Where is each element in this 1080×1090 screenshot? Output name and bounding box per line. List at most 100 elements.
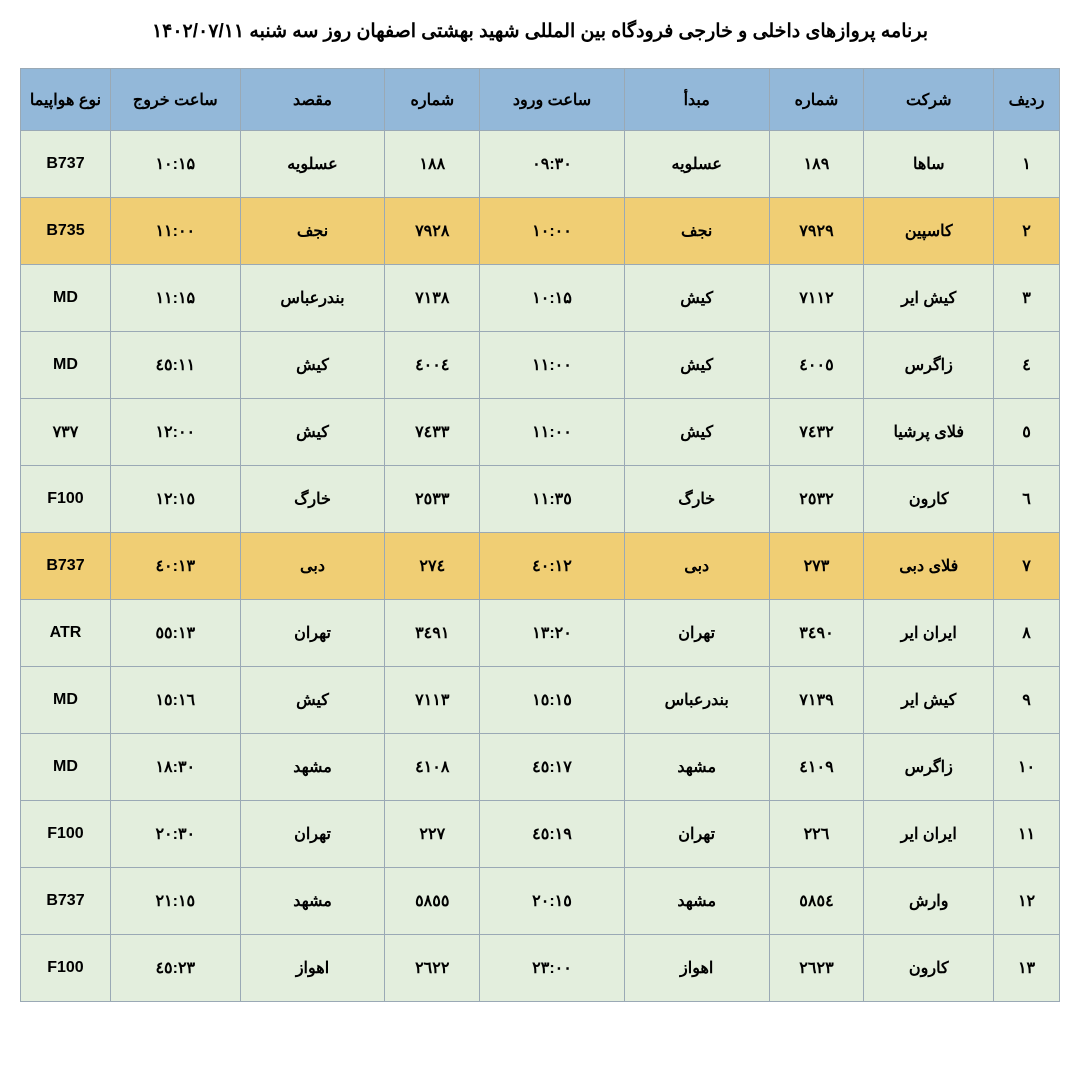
table-row: ۱ساها۱۸۹عسلویه۰۹:۳۰۱۸۸عسلویه۱۰:۱۵B737 xyxy=(21,131,1060,198)
cell-airline: زاگرس xyxy=(864,734,994,801)
cell-num_in: ۷۱۳۹ xyxy=(769,667,864,734)
cell-radif: ۱۰ xyxy=(994,734,1060,801)
cell-airline: کارون xyxy=(864,466,994,533)
cell-time_in: ۱۳:۲۰ xyxy=(480,600,625,667)
cell-origin: عسلویه xyxy=(624,131,769,198)
cell-aircraft: MD xyxy=(21,265,111,332)
cell-radif: ٦ xyxy=(994,466,1060,533)
cell-time_out: ۱۳:٤۰ xyxy=(110,533,240,600)
cell-num_in: ۲٥۳۲ xyxy=(769,466,864,533)
cell-origin: تهران xyxy=(624,801,769,868)
cell-radif: ۳ xyxy=(994,265,1060,332)
table-header-row: ردیف شرکت شماره مبدأ ساعت ورود شماره مقص… xyxy=(21,69,1060,131)
cell-time_in: ۱۱:۰۰ xyxy=(480,399,625,466)
cell-time_in: ۱۷:٤٥ xyxy=(480,734,625,801)
cell-origin: اهواز xyxy=(624,935,769,1002)
cell-airline: کاسپین xyxy=(864,198,994,265)
cell-time_out: ۱۰:۱۵ xyxy=(110,131,240,198)
cell-dest: بندرعباس xyxy=(240,265,385,332)
cell-time_out: ۲۳:٤٥ xyxy=(110,935,240,1002)
cell-dest: خارگ xyxy=(240,466,385,533)
cell-num_out: ٥۸٥٥ xyxy=(385,868,480,935)
cell-dest: اهواز xyxy=(240,935,385,1002)
cell-radif: ٥ xyxy=(994,399,1060,466)
cell-num_in: ٥۸٥٤ xyxy=(769,868,864,935)
cell-num_out: ۲٥۳۳ xyxy=(385,466,480,533)
cell-airline: فلای دبی xyxy=(864,533,994,600)
cell-airline: کیش ایر xyxy=(864,265,994,332)
cell-aircraft: B737 xyxy=(21,533,111,600)
table-row: ۱۰زاگرس٤۱۰۹مشهد۱۷:٤٥٤۱۰۸مشهد۱۸:۳۰MD xyxy=(21,734,1060,801)
cell-num_in: ۳٤۹۰ xyxy=(769,600,864,667)
table-row: ۱۲وارش٥۸٥٤مشهد۲۰:۱٥٥۸٥٥مشهد۲۱:۱٥B737 xyxy=(21,868,1060,935)
cell-dest: مشهد xyxy=(240,868,385,935)
cell-radif: ۱۱ xyxy=(994,801,1060,868)
header-num-out: شماره xyxy=(385,69,480,131)
cell-airline: کارون xyxy=(864,935,994,1002)
cell-time_out: ۱۱:٤٥ xyxy=(110,332,240,399)
cell-origin: کیش xyxy=(624,332,769,399)
cell-radif: ۹ xyxy=(994,667,1060,734)
cell-aircraft: ATR xyxy=(21,600,111,667)
cell-time_in: ۱٥:۱٥ xyxy=(480,667,625,734)
cell-time_out: ۱۲:۱٥ xyxy=(110,466,240,533)
cell-airline: زاگرس xyxy=(864,332,994,399)
header-time-out: ساعت خروج xyxy=(110,69,240,131)
table-row: ٥فلای پرشیا۷٤۳۲کیش۱۱:۰۰۷٤۳۳کیش۱۲:۰۰۷۳۷ xyxy=(21,399,1060,466)
table-row: ۱۳کارون۲٦۲۳اهواز۲۳:۰۰۲٦۲۲اهواز۲۳:٤٥F100 xyxy=(21,935,1060,1002)
cell-aircraft: F100 xyxy=(21,466,111,533)
cell-dest: مشهد xyxy=(240,734,385,801)
cell-num_in: ۲۷۳ xyxy=(769,533,864,600)
cell-dest: تهران xyxy=(240,801,385,868)
cell-num_in: ۲٦۲۳ xyxy=(769,935,864,1002)
header-time-in: ساعت ورود xyxy=(480,69,625,131)
cell-aircraft: MD xyxy=(21,332,111,399)
cell-time_in: ۲۳:۰۰ xyxy=(480,935,625,1002)
cell-num_out: ۳٤۹۱ xyxy=(385,600,480,667)
cell-dest: دبی xyxy=(240,533,385,600)
cell-num_out: ٤۱۰۸ xyxy=(385,734,480,801)
cell-origin: بندرعباس xyxy=(624,667,769,734)
cell-num_in: ۷۹۲۹ xyxy=(769,198,864,265)
table-row: ٤زاگرس٤۰۰٥کیش۱۱:۰۰٤۰۰٤کیش۱۱:٤٥MD xyxy=(21,332,1060,399)
cell-origin: مشهد xyxy=(624,868,769,935)
cell-num_out: ۷۱۱۳ xyxy=(385,667,480,734)
cell-airline: ایران ایر xyxy=(864,600,994,667)
cell-aircraft: MD xyxy=(21,734,111,801)
cell-time_out: ۱٦:۱٥ xyxy=(110,667,240,734)
cell-time_in: ۱۰:۰۰ xyxy=(480,198,625,265)
cell-airline: ایران ایر xyxy=(864,801,994,868)
cell-aircraft: B737 xyxy=(21,131,111,198)
header-dest: مقصد xyxy=(240,69,385,131)
cell-time_in: ۱۲:٤۰ xyxy=(480,533,625,600)
cell-radif: ۲ xyxy=(994,198,1060,265)
cell-num_in: ۱۸۹ xyxy=(769,131,864,198)
cell-num_in: ۷٤۳۲ xyxy=(769,399,864,466)
cell-num_out: ۷۹۲۸ xyxy=(385,198,480,265)
cell-num_in: ۲۲٦ xyxy=(769,801,864,868)
cell-time_out: ۱۱:۰۰ xyxy=(110,198,240,265)
cell-time_in: ۱۰:۱۵ xyxy=(480,265,625,332)
cell-time_out: ۱۳:٥٥ xyxy=(110,600,240,667)
header-radif: ردیف xyxy=(994,69,1060,131)
cell-dest: نجف xyxy=(240,198,385,265)
cell-num_out: ۷٤۳۳ xyxy=(385,399,480,466)
cell-aircraft: B735 xyxy=(21,198,111,265)
cell-time_in: ۱۱:۰۰ xyxy=(480,332,625,399)
header-num-in: شماره xyxy=(769,69,864,131)
cell-origin: دبی xyxy=(624,533,769,600)
cell-time_in: ۲۰:۱٥ xyxy=(480,868,625,935)
cell-time_out: ۲۰:۳۰ xyxy=(110,801,240,868)
cell-dest: کیش xyxy=(240,667,385,734)
cell-num_out: ۷۱۳۸ xyxy=(385,265,480,332)
table-row: ۲کاسپین۷۹۲۹نجف۱۰:۰۰۷۹۲۸نجف۱۱:۰۰B735 xyxy=(21,198,1060,265)
cell-origin: خارگ xyxy=(624,466,769,533)
table-row: ۱۱ایران ایر۲۲٦تهران۱۹:٤٥۲۲۷تهران۲۰:۳۰F10… xyxy=(21,801,1060,868)
cell-radif: ٤ xyxy=(994,332,1060,399)
cell-num_in: ٤۱۰۹ xyxy=(769,734,864,801)
cell-radif: ۷ xyxy=(994,533,1060,600)
cell-radif: ۸ xyxy=(994,600,1060,667)
cell-dest: کیش xyxy=(240,332,385,399)
cell-num_in: ٤۰۰٥ xyxy=(769,332,864,399)
cell-radif: ۱ xyxy=(994,131,1060,198)
